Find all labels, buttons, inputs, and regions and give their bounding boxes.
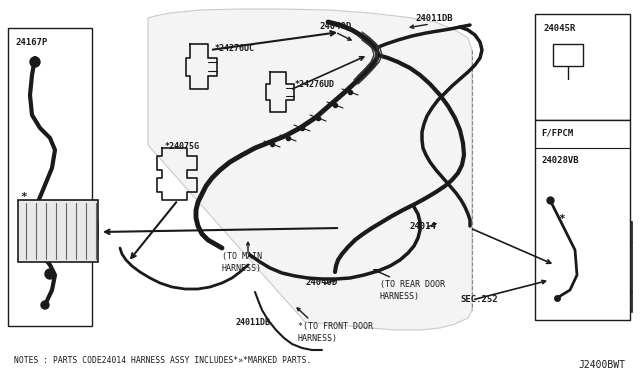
Text: *(TO FRONT DOOR: *(TO FRONT DOOR <box>298 322 373 331</box>
Text: 24045R: 24045R <box>543 24 575 33</box>
Text: HARNESS): HARNESS) <box>298 334 338 343</box>
Bar <box>535 14 630 120</box>
Bar <box>535 120 630 320</box>
Text: 24040D: 24040D <box>320 22 352 31</box>
Text: *24276UC: *24276UC <box>215 44 255 53</box>
Text: F/FPCM: F/FPCM <box>541 128 573 137</box>
Text: 24011DB: 24011DB <box>236 318 271 327</box>
Circle shape <box>45 269 55 279</box>
Text: (TO REAR DOOR: (TO REAR DOOR <box>380 280 445 289</box>
Text: 24040D: 24040D <box>306 278 339 287</box>
Text: 24014: 24014 <box>410 222 437 231</box>
Text: 24028VB: 24028VB <box>541 156 579 165</box>
Text: *24075G: *24075G <box>165 142 200 151</box>
Bar <box>553 44 583 66</box>
Text: HARNESS): HARNESS) <box>222 264 262 273</box>
Bar <box>18 200 98 262</box>
Text: *: * <box>20 192 27 202</box>
Bar <box>8 28 92 326</box>
Text: SEC.252: SEC.252 <box>460 295 498 304</box>
Bar <box>556 222 632 312</box>
Polygon shape <box>148 9 472 330</box>
Text: *: * <box>558 214 564 224</box>
Text: (TO MAIN: (TO MAIN <box>222 252 262 261</box>
Circle shape <box>41 301 49 309</box>
Text: HARNESS): HARNESS) <box>380 292 420 301</box>
Text: 24011DB: 24011DB <box>415 14 452 23</box>
Circle shape <box>30 57 40 67</box>
Text: 24167P: 24167P <box>16 38 48 47</box>
Text: *24276UD: *24276UD <box>295 80 335 89</box>
Text: NOTES : PARTS CODE24014 HARNESS ASSY INCLUDES*»*MARKED PARTS.: NOTES : PARTS CODE24014 HARNESS ASSY INC… <box>14 356 312 365</box>
Text: J2400BWT: J2400BWT <box>578 360 625 370</box>
